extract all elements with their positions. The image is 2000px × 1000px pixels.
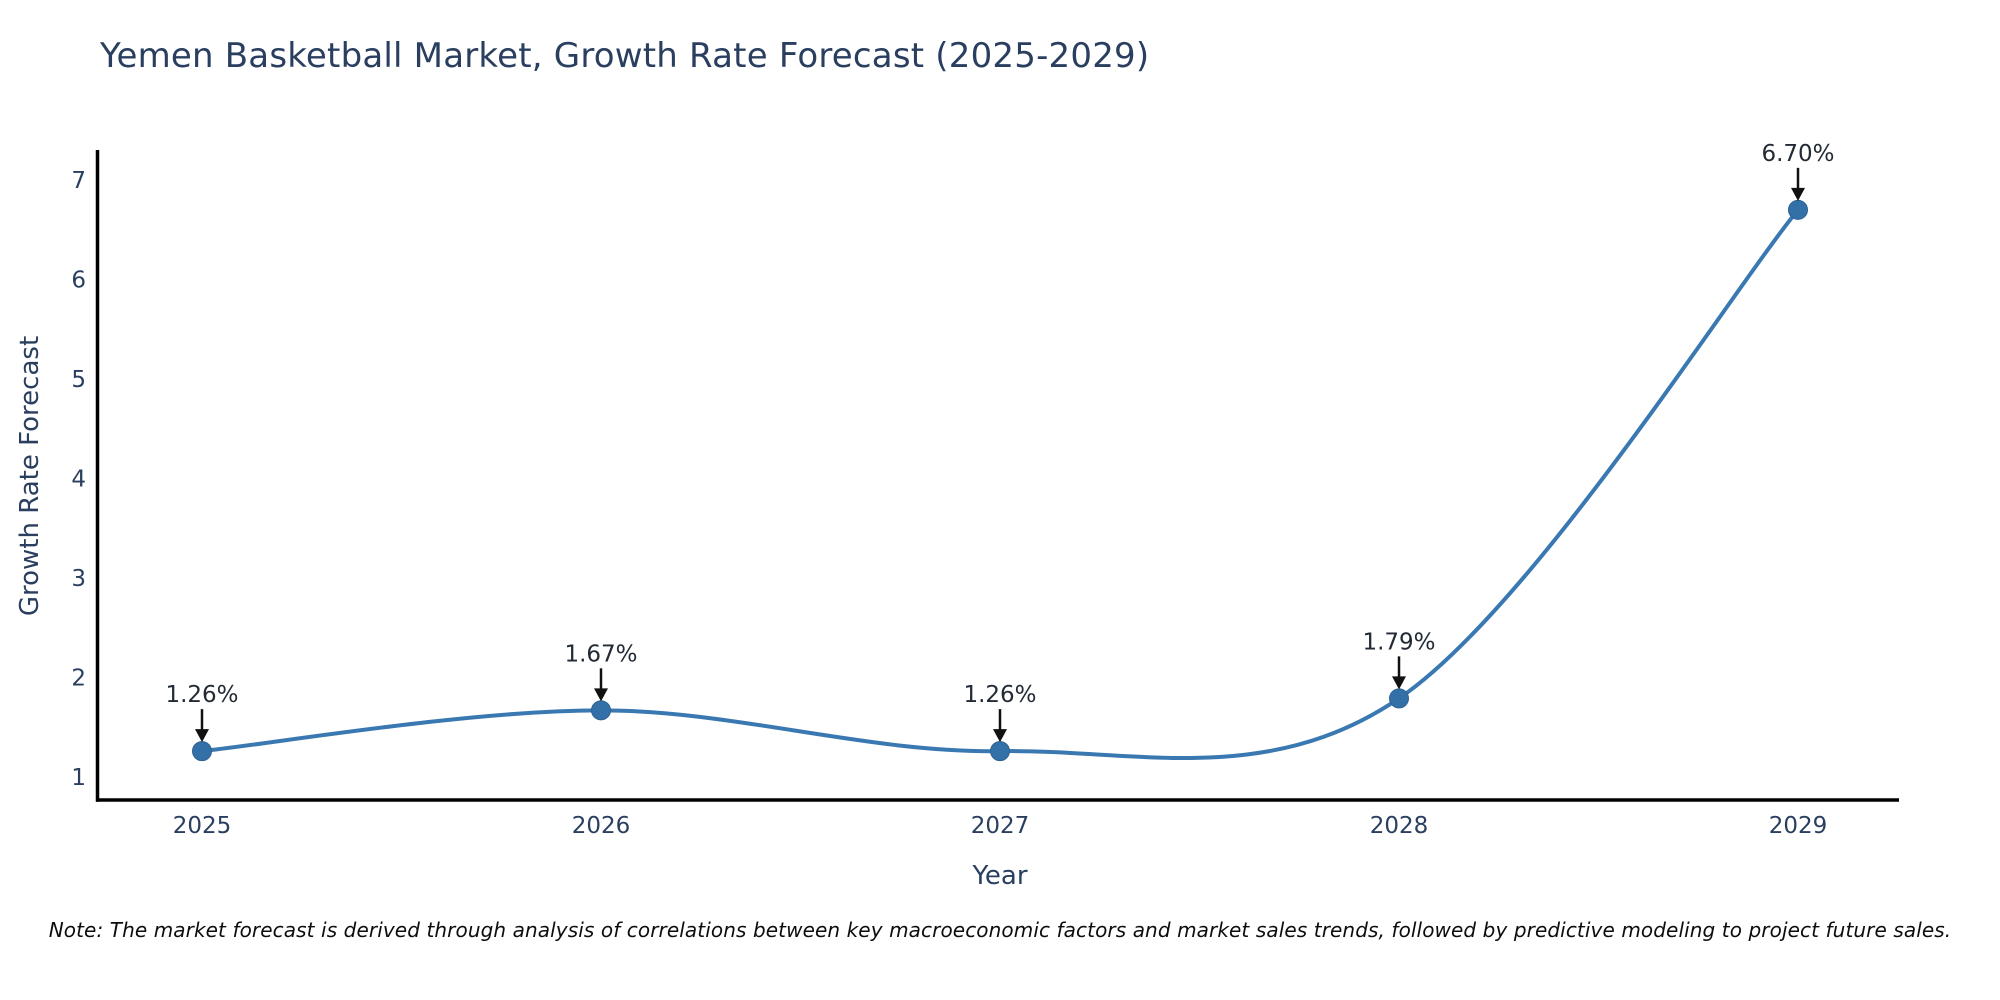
data-point-marker bbox=[1389, 688, 1409, 709]
data-point-label: 1.79% bbox=[1362, 629, 1435, 655]
annotation-arrow-head bbox=[1791, 187, 1805, 201]
annotation-arrow-head bbox=[1392, 676, 1406, 690]
y-tick-label: 1 bbox=[71, 765, 86, 791]
y-tick-label: 2 bbox=[71, 666, 86, 692]
x-tick-label: 2026 bbox=[572, 813, 631, 839]
data-point-marker bbox=[192, 741, 212, 762]
chart-title: Yemen Basketball Market, Growth Rate For… bbox=[100, 36, 1150, 76]
data-point-label: 6.70% bbox=[1761, 141, 1834, 167]
annotation-arrow-head bbox=[594, 688, 608, 702]
x-tick-label: 2027 bbox=[971, 813, 1030, 839]
y-tick-label: 7 bbox=[71, 168, 86, 194]
data-point-marker bbox=[990, 741, 1010, 762]
annotation-arrow-head bbox=[993, 729, 1007, 743]
annotation-arrow-head bbox=[195, 729, 209, 743]
data-point-label: 1.26% bbox=[963, 682, 1036, 708]
y-tick-label: 3 bbox=[71, 566, 86, 592]
x-axis-title-row: Year bbox=[0, 861, 2000, 891]
x-tick-label: 2028 bbox=[1370, 813, 1429, 839]
y-tick-label: 5 bbox=[71, 367, 86, 393]
data-point-label: 1.67% bbox=[564, 641, 637, 667]
x-axis-title: Year bbox=[972, 861, 1028, 891]
data-point-marker bbox=[591, 700, 611, 721]
y-tick-label: 6 bbox=[71, 268, 86, 294]
y-tick-label: 4 bbox=[71, 467, 86, 493]
x-tick-label: 2029 bbox=[1769, 813, 1828, 839]
footnote: Note: The market forecast is derived thr… bbox=[48, 918, 1952, 942]
data-point-marker bbox=[1788, 199, 1808, 220]
data-point-label: 1.26% bbox=[165, 682, 238, 708]
x-tick-label: 2025 bbox=[173, 813, 232, 839]
series-line bbox=[201, 208, 1800, 760]
